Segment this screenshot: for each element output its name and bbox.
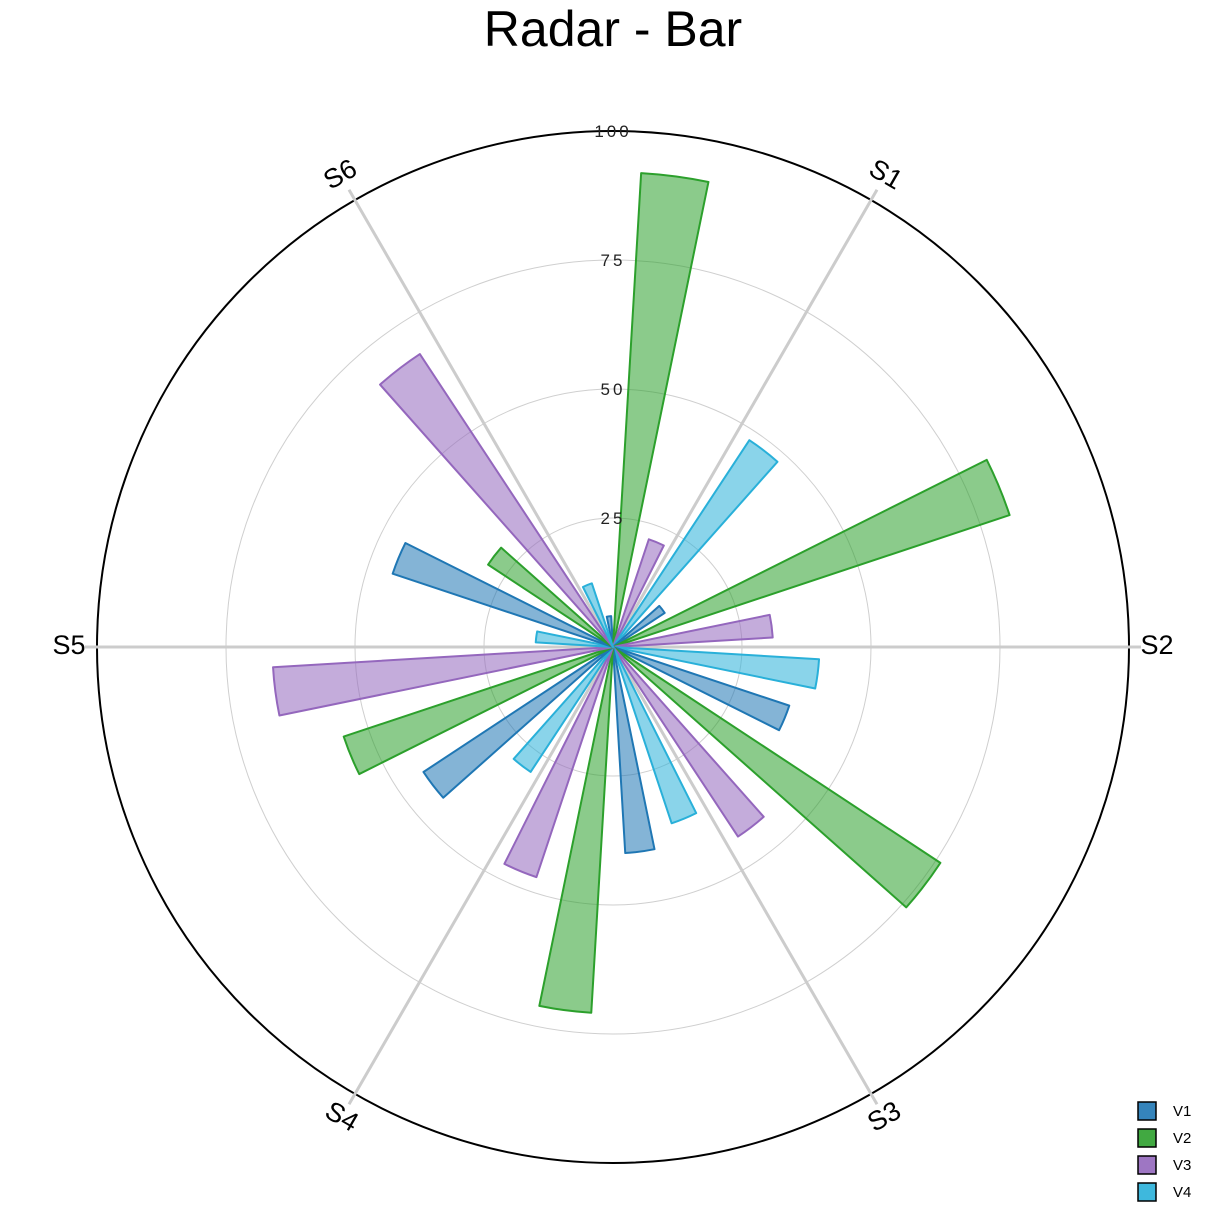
bar-V4-S1 xyxy=(612,439,779,648)
bar-V2-S1 xyxy=(612,172,710,648)
bar-V4-S5 xyxy=(534,630,614,648)
radial-tick-label: 25 xyxy=(601,509,626,528)
bars-layer xyxy=(272,172,1011,1014)
legend-swatch-V4 xyxy=(1137,1182,1157,1202)
bar-V4-S3 xyxy=(612,646,698,825)
bar-V1-S4 xyxy=(612,646,656,855)
spoke-S1 xyxy=(611,188,879,648)
bar-V1-S6 xyxy=(391,542,614,648)
legend-swatch-V3 xyxy=(1137,1155,1157,1175)
bar-V1-S3 xyxy=(612,646,791,732)
category-label-S1: S1 xyxy=(864,153,908,195)
legend: V1 V2 V3 V4 xyxy=(1137,1101,1191,1202)
category-label-S2: S2 xyxy=(1140,630,1173,660)
category-label-S3: S3 xyxy=(862,1095,906,1137)
bar-V4-S4 xyxy=(512,646,614,773)
spoke-S3 xyxy=(611,646,879,1106)
radial-tick-label: 50 xyxy=(601,380,626,399)
bar-V3-S5 xyxy=(272,646,614,717)
radial-grid xyxy=(85,130,1141,1164)
bar-V2-S4 xyxy=(538,646,614,1014)
bar-V2-S2 xyxy=(612,458,1011,648)
radial-tick-label: 75 xyxy=(601,251,626,270)
spoke-S4 xyxy=(347,646,615,1106)
bar-V1-S5 xyxy=(422,646,614,799)
bar-V2-S6 xyxy=(487,546,614,648)
bar-V4-S6 xyxy=(581,582,614,648)
legend-label-V4: V4 xyxy=(1173,1184,1191,1201)
legend-label-V1: V1 xyxy=(1173,1103,1191,1120)
legend-swatch-V2 xyxy=(1137,1128,1157,1148)
bar-V3-S4 xyxy=(503,646,614,879)
spoke-S6 xyxy=(347,188,615,648)
bar-V3-S3 xyxy=(612,646,765,838)
bar-V1-S2 xyxy=(612,604,666,648)
legend-label-V3: V3 xyxy=(1173,1157,1191,1174)
bar-V2-S5 xyxy=(342,646,614,776)
chart-title: Radar - Bar xyxy=(484,1,742,57)
legend-swatch-V1 xyxy=(1137,1101,1157,1121)
category-label-S4: S4 xyxy=(320,1095,364,1137)
category-label-S6: S6 xyxy=(318,153,362,195)
radial-tick-label: 100 xyxy=(594,122,631,141)
radial-tick-labels: 25 50 75 100 xyxy=(594,122,631,528)
bar-V2-S3 xyxy=(612,646,942,909)
bar-V3-S1 xyxy=(612,538,665,648)
category-label-S5: S5 xyxy=(52,630,85,660)
bar-V4-S2 xyxy=(612,646,821,690)
legend-label-V2: V2 xyxy=(1173,1130,1191,1147)
bar-V3-S2 xyxy=(612,613,774,648)
bar-V3-S6 xyxy=(379,353,614,648)
